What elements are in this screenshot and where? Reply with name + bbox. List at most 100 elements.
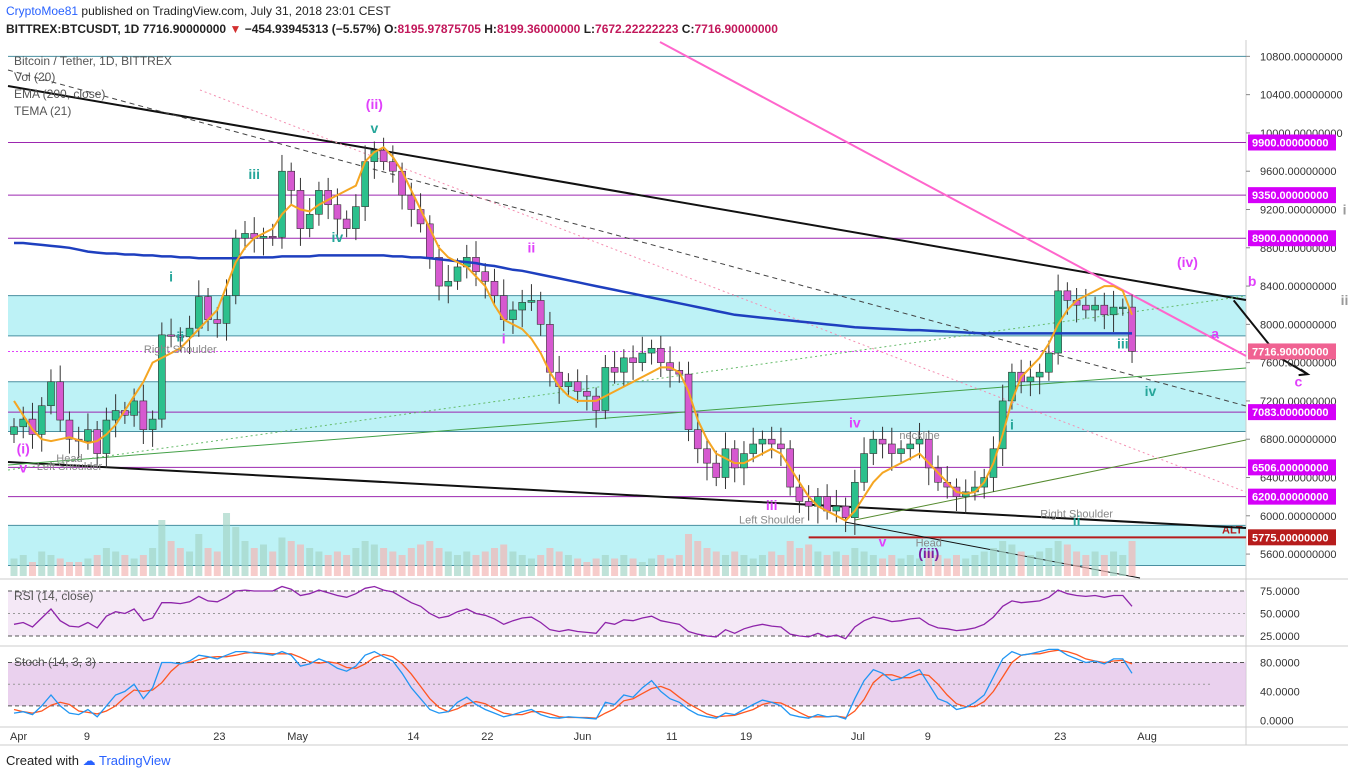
price-tick-label: 8000.00000000: [1260, 319, 1336, 331]
volume-bar: [324, 555, 332, 576]
created-with-text: Created with: [6, 753, 79, 768]
volume-bar: [638, 562, 646, 576]
arrow-head-icon: [1298, 368, 1311, 377]
volume-bar: [47, 555, 55, 576]
candle-body: [804, 501, 813, 507]
volume-bar: [139, 555, 147, 576]
candle-body: [878, 438, 887, 445]
volume-bar: [777, 555, 785, 576]
candle-body: [897, 448, 905, 454]
volume-bar: [888, 555, 896, 576]
wave-label: ii: [1341, 292, 1348, 308]
volume-bar: [500, 544, 508, 576]
wave-label: a: [1211, 326, 1219, 342]
volume-bar: [259, 544, 267, 576]
candle-body: [620, 357, 628, 373]
wave-label: Left Shoulder: [739, 514, 805, 526]
legend-ema[interactable]: EMA (200, close): [14, 87, 106, 101]
time-tick-label: Aug: [1137, 731, 1157, 743]
legend-title[interactable]: Bitcoin / Tether, 1D, BITTREX: [14, 54, 172, 68]
candle-body: [278, 170, 286, 238]
candle-body: [915, 438, 924, 445]
green-channel-line: [854, 439, 1247, 521]
volume-bar: [971, 555, 979, 576]
level-tag-label: 6200.00000000: [1252, 492, 1328, 504]
time-tick-label: May: [287, 731, 308, 743]
candle-body: [610, 367, 619, 373]
wave-label: (iii): [918, 545, 939, 561]
wave-label: Right Shoulder: [144, 344, 217, 356]
candle-body: [56, 381, 65, 421]
candle-body: [656, 347, 665, 363]
down-arrow-icon: ▼: [229, 22, 242, 36]
open-label: O:: [384, 22, 398, 36]
candle-body: [1063, 290, 1072, 301]
candle-body: [1091, 304, 1099, 311]
rsi-tick-label: 50.0000: [1260, 609, 1300, 621]
candle-body: [1054, 290, 1062, 354]
time-tick-label: 9: [925, 731, 931, 743]
volume-bar: [130, 558, 138, 576]
tema-line: [13, 146, 1133, 522]
volume-bar: [860, 551, 868, 576]
stoch-label[interactable]: Stoch (14, 3, 3): [14, 655, 97, 669]
candle-body: [860, 453, 868, 483]
symbol-ohlc-line: BITTREX:BTCUSDT, 1D 7716.90000000 ▼ −454…: [6, 22, 778, 36]
candle-body: [1082, 304, 1090, 311]
volume-bar: [712, 551, 720, 576]
level-tag-label: 8900.00000000: [1252, 233, 1328, 245]
volume-bar: [75, 562, 83, 576]
volume-bar: [555, 551, 563, 576]
time-tick-label: 23: [213, 731, 225, 743]
level-tag: [1248, 459, 1336, 476]
volume-bar: [842, 555, 850, 576]
price-tick-label: 6000.00000000: [1260, 511, 1336, 523]
level-tag: [1248, 488, 1336, 505]
wave-label: b: [1248, 273, 1257, 289]
rsi-label[interactable]: RSI (14, close): [14, 589, 94, 603]
wave-label: neckline: [899, 430, 939, 442]
candle-body: [1035, 371, 1044, 378]
volume-bar: [999, 541, 1007, 576]
volume-bar: [398, 555, 406, 576]
level-tag: [1248, 404, 1336, 421]
time-tick-label: 11: [666, 731, 677, 743]
volume-bar: [592, 558, 600, 576]
wave-label: Left Shoulder: [37, 461, 103, 473]
volume-bar: [38, 551, 46, 576]
candle-body: [65, 419, 74, 440]
legend-vol[interactable]: Vol (20): [14, 70, 56, 84]
indicator-lines-layer: [13, 146, 1133, 522]
level-tag: [1248, 134, 1336, 151]
time-tick-label: 23: [1054, 731, 1066, 743]
rsi-pane: [8, 585, 1246, 640]
volume-bar: [370, 544, 378, 576]
volume-bar: [84, 558, 92, 576]
stoch-pane: [8, 648, 1246, 720]
volume-bar: [167, 541, 175, 576]
volume-bar: [564, 555, 572, 576]
volume-bar: [537, 555, 545, 576]
volume-bar: [620, 555, 628, 576]
wave-label: iv: [332, 229, 344, 245]
price-tick-label: 5600.00000000: [1260, 549, 1336, 561]
volume-bar: [149, 548, 157, 576]
wave-label: (iv): [1177, 254, 1198, 270]
time-tick-label: 19: [740, 731, 752, 743]
legend-tema[interactable]: TEMA (21): [14, 104, 72, 118]
volume-bar: [546, 548, 554, 576]
author-link[interactable]: CryptoMoe81: [6, 4, 79, 18]
symbol-label: BITTREX:BTCUSDT, 1D: [6, 22, 140, 36]
volume-bar: [380, 548, 388, 576]
volume-bar: [407, 548, 415, 576]
open-value: 8195.97875705: [397, 22, 481, 36]
volume-bar: [897, 558, 905, 576]
candle-body: [352, 206, 360, 229]
tradingview-link[interactable]: TradingView: [99, 753, 171, 768]
price-tick-label: 9200.00000000: [1260, 205, 1336, 217]
volume-bar: [925, 551, 933, 576]
price-tick-label: 7600.00000000: [1260, 358, 1336, 370]
volume-bar: [611, 558, 619, 576]
